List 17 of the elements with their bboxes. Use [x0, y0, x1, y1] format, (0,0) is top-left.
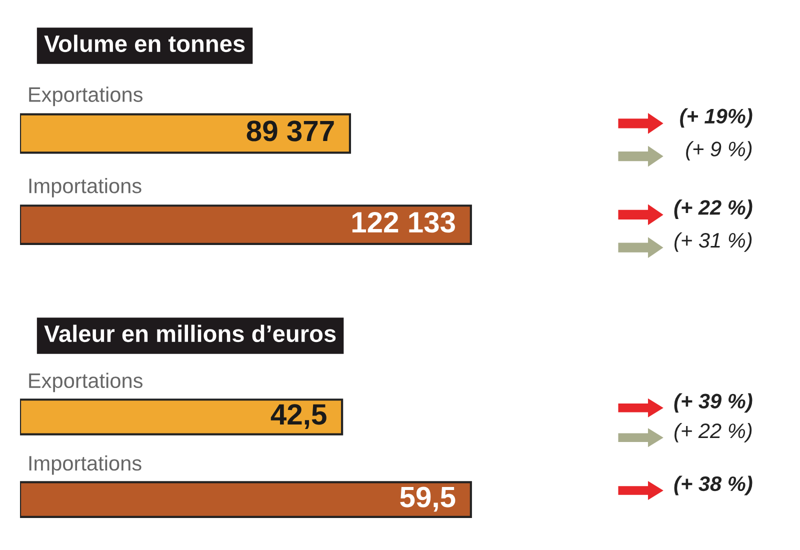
- chart-title: Valeur en millions d’euros: [44, 324, 336, 342]
- data-label: 122 133: [352, 212, 455, 233]
- text: (+ 38 %): [674, 476, 752, 496]
- chart-title: Volume en tonnes: [44, 34, 245, 52]
- y-tick-label: Importations: [29, 455, 142, 475]
- text: (+ 39 %): [674, 393, 752, 413]
- y-tick-label: Importations: [29, 178, 142, 198]
- data-label: 42,5: [270, 404, 326, 430]
- y-tick-label: Exportations: [29, 372, 142, 392]
- data-label: 89 377: [246, 120, 334, 142]
- data-label: 59,5: [400, 486, 456, 512]
- text: (+ 9 %): [686, 141, 752, 161]
- text: (+ 22 %): [674, 422, 752, 442]
- text: (+ 31 %): [674, 232, 752, 252]
- y-tick-label: Exportations: [29, 86, 142, 106]
- text: (+ 22 %): [674, 200, 752, 219]
- text: (+ 19%): [680, 108, 752, 128]
